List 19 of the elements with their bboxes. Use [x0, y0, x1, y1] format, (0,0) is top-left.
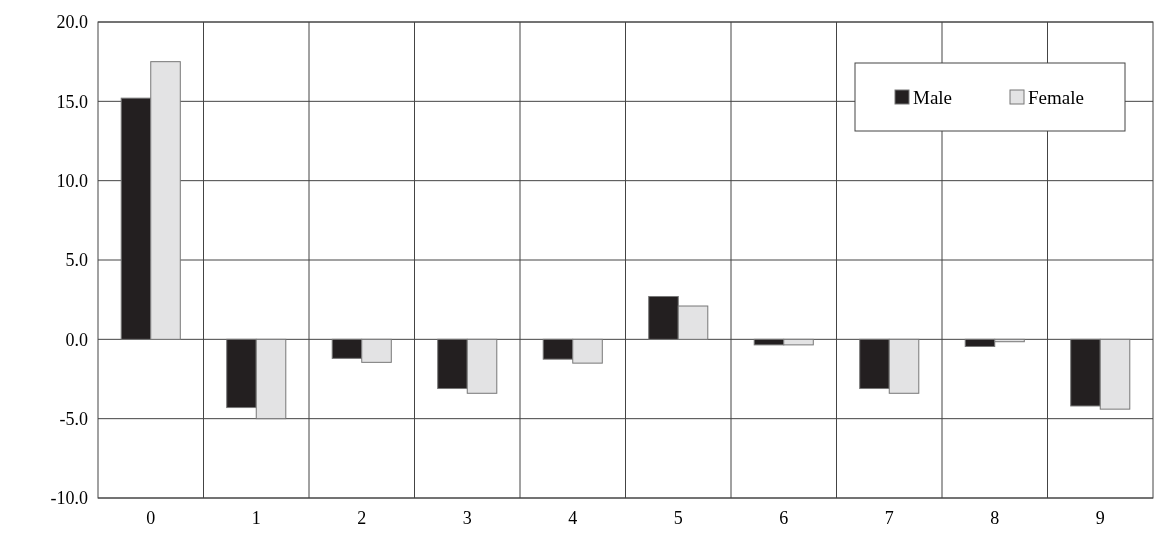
- x-tick-label: 5: [673, 508, 683, 528]
- y-tick-label: 10.0: [56, 170, 88, 191]
- y-tick-label: 0.0: [65, 329, 88, 350]
- x-tick-label: 8: [990, 508, 1000, 528]
- y-tick-label: 15.0: [56, 91, 88, 112]
- x-tick-label: 9: [1095, 508, 1105, 528]
- x-tick-label: 4: [568, 508, 578, 528]
- x-tick-label: 3: [462, 508, 472, 528]
- x-tick-label: 2: [357, 508, 367, 528]
- x-tick-label: 0: [146, 508, 156, 528]
- y-tick-label: -5.0: [59, 408, 88, 429]
- x-tick-label: 1: [251, 508, 261, 528]
- x-tick-label: 7: [884, 508, 894, 528]
- legend-label: Male: [913, 86, 953, 108]
- legend-label: Female: [1028, 86, 1084, 108]
- x-tick-label: 6: [779, 508, 789, 528]
- y-tick-label: 20.0: [56, 12, 88, 33]
- y-tick-label: -10.0: [50, 488, 88, 509]
- y-tick-label: 5.0: [65, 250, 88, 271]
